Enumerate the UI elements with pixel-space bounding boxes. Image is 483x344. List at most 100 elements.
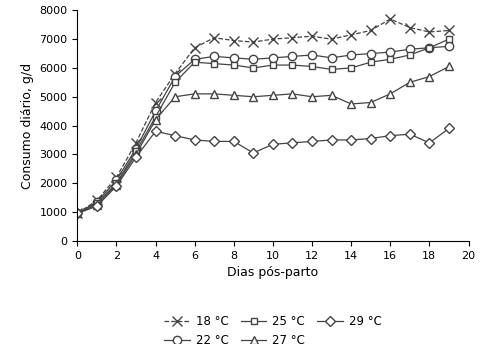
18 °C bbox=[387, 17, 393, 21]
25 °C bbox=[212, 62, 217, 66]
25 °C bbox=[231, 63, 237, 67]
27 °C bbox=[212, 92, 217, 96]
Line: 29 °C: 29 °C bbox=[74, 125, 453, 217]
18 °C bbox=[231, 39, 237, 43]
27 °C bbox=[172, 95, 178, 99]
25 °C bbox=[153, 115, 158, 119]
29 °C bbox=[270, 142, 276, 146]
29 °C bbox=[348, 138, 354, 142]
18 °C bbox=[426, 30, 432, 34]
27 °C bbox=[270, 93, 276, 97]
25 °C bbox=[446, 37, 452, 41]
22 °C bbox=[94, 200, 100, 204]
25 °C bbox=[426, 46, 432, 50]
25 °C bbox=[270, 63, 276, 67]
27 °C bbox=[426, 75, 432, 79]
29 °C bbox=[94, 204, 100, 208]
27 °C bbox=[251, 95, 256, 99]
29 °C bbox=[114, 184, 119, 188]
29 °C bbox=[133, 155, 139, 159]
25 °C bbox=[407, 53, 413, 57]
22 °C bbox=[74, 211, 80, 215]
29 °C bbox=[153, 129, 158, 133]
27 °C bbox=[446, 64, 452, 68]
27 °C bbox=[329, 93, 335, 97]
Line: 27 °C: 27 °C bbox=[73, 62, 453, 218]
25 °C bbox=[94, 201, 100, 205]
25 °C bbox=[172, 80, 178, 84]
18 °C bbox=[407, 25, 413, 30]
22 °C bbox=[387, 50, 393, 54]
29 °C bbox=[251, 151, 256, 155]
18 °C bbox=[290, 36, 296, 40]
22 °C bbox=[426, 46, 432, 50]
22 °C bbox=[309, 53, 315, 57]
25 °C bbox=[74, 211, 80, 215]
18 °C bbox=[133, 141, 139, 145]
22 °C bbox=[270, 56, 276, 60]
18 °C bbox=[368, 29, 374, 33]
29 °C bbox=[192, 138, 198, 142]
29 °C bbox=[446, 126, 452, 130]
22 °C bbox=[290, 54, 296, 58]
27 °C bbox=[153, 118, 158, 122]
18 °C bbox=[270, 37, 276, 41]
18 °C bbox=[94, 198, 100, 203]
22 °C bbox=[368, 52, 374, 56]
Line: 18 °C: 18 °C bbox=[72, 14, 454, 218]
25 °C bbox=[114, 181, 119, 185]
22 °C bbox=[407, 47, 413, 51]
27 °C bbox=[231, 93, 237, 97]
18 °C bbox=[74, 211, 80, 215]
29 °C bbox=[309, 139, 315, 143]
27 °C bbox=[94, 203, 100, 207]
27 °C bbox=[309, 95, 315, 99]
22 °C bbox=[114, 178, 119, 182]
29 °C bbox=[74, 211, 80, 215]
18 °C bbox=[329, 37, 335, 41]
18 °C bbox=[192, 46, 198, 50]
Legend: 18 °C, 22 °C, 25 °C, 27 °C, 29 °C: 18 °C, 22 °C, 25 °C, 27 °C, 29 °C bbox=[160, 311, 385, 344]
27 °C bbox=[368, 100, 374, 105]
18 °C bbox=[251, 40, 256, 44]
22 °C bbox=[251, 57, 256, 61]
27 °C bbox=[387, 92, 393, 96]
22 °C bbox=[329, 56, 335, 60]
Line: 25 °C: 25 °C bbox=[74, 36, 453, 217]
22 °C bbox=[231, 56, 237, 60]
Line: 22 °C: 22 °C bbox=[73, 42, 453, 218]
25 °C bbox=[192, 60, 198, 64]
22 °C bbox=[153, 109, 158, 113]
18 °C bbox=[153, 100, 158, 105]
29 °C bbox=[172, 133, 178, 138]
25 °C bbox=[387, 57, 393, 61]
22 °C bbox=[192, 57, 198, 61]
18 °C bbox=[212, 36, 217, 40]
18 °C bbox=[446, 29, 452, 33]
27 °C bbox=[407, 80, 413, 84]
X-axis label: Dias pós-parto: Dias pós-parto bbox=[227, 266, 318, 279]
29 °C bbox=[407, 132, 413, 136]
29 °C bbox=[368, 137, 374, 141]
18 °C bbox=[309, 34, 315, 38]
29 °C bbox=[329, 138, 335, 142]
22 °C bbox=[348, 53, 354, 57]
27 °C bbox=[192, 92, 198, 96]
29 °C bbox=[426, 141, 432, 145]
18 °C bbox=[348, 33, 354, 37]
22 °C bbox=[172, 75, 178, 79]
29 °C bbox=[231, 139, 237, 143]
22 °C bbox=[212, 54, 217, 58]
27 °C bbox=[133, 152, 139, 157]
25 °C bbox=[251, 66, 256, 70]
29 °C bbox=[290, 141, 296, 145]
18 °C bbox=[172, 72, 178, 76]
25 °C bbox=[133, 149, 139, 153]
25 °C bbox=[309, 64, 315, 68]
27 °C bbox=[290, 92, 296, 96]
Y-axis label: Consumo diário, g/d: Consumo diário, g/d bbox=[21, 63, 34, 189]
22 °C bbox=[446, 44, 452, 49]
27 °C bbox=[114, 183, 119, 187]
25 °C bbox=[290, 63, 296, 67]
29 °C bbox=[212, 139, 217, 143]
